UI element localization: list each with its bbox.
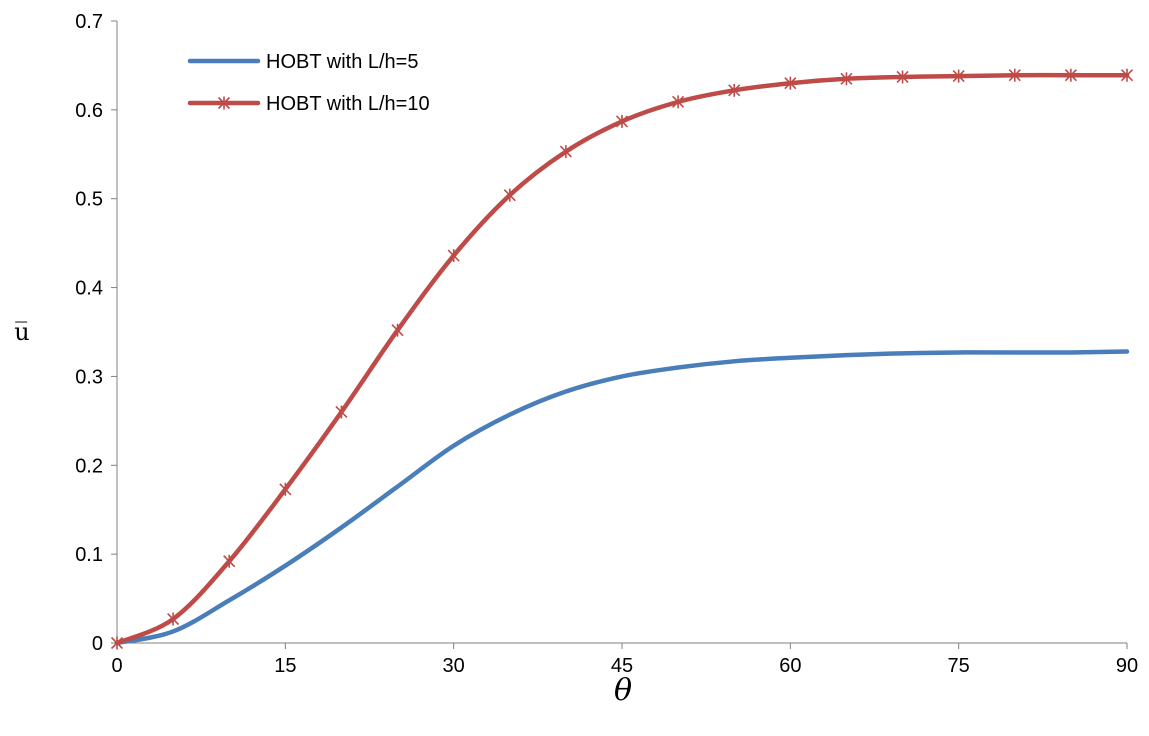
- legend: HOBT with L/h=5 HOBT with L/h=10: [187, 51, 430, 115]
- series-2-point: [896, 70, 909, 84]
- series-2-point: [391, 323, 404, 337]
- series-2-point: [447, 249, 460, 263]
- series-2-point: [335, 405, 348, 419]
- y-tick-label: 0.2: [75, 455, 103, 477]
- x-tick-label: 75: [948, 655, 970, 677]
- x-tick-label: 30: [443, 655, 465, 677]
- legend-label: HOBT with L/h=5: [266, 51, 418, 73]
- series-2-point: [672, 95, 685, 109]
- series-2-point: [559, 145, 572, 159]
- x-axis-title: θ: [614, 673, 632, 708]
- series-2-point: [167, 612, 180, 626]
- y-axis-ticks: 0 0.1 0.2 0.3 0.4 0.5 0.6 0.7: [75, 11, 117, 655]
- legend-item-1: HOBT with L/h=5: [187, 51, 418, 73]
- x-tick-label: 90: [1116, 655, 1138, 677]
- series-2-point: [223, 554, 236, 568]
- legend-marker: [217, 96, 231, 110]
- series-2-point: [1120, 68, 1134, 82]
- y-tick-label: 0.7: [75, 11, 103, 33]
- legend-item-2: HOBT with L/h=10: [187, 93, 430, 115]
- series-2-point: [615, 114, 629, 128]
- x-tick-label: 60: [779, 655, 801, 677]
- series-2-point: [279, 482, 292, 496]
- series-2-point: [784, 76, 797, 90]
- y-tick-label: 0.1: [75, 544, 103, 566]
- series-2-point: [1064, 68, 1077, 82]
- x-tick-label: 0: [111, 655, 122, 677]
- series-1-line: [114, 349, 1130, 646]
- series-layer: [110, 68, 1134, 650]
- series-2-point: [840, 72, 853, 86]
- y-tick-label: 0.5: [75, 189, 103, 211]
- y-tick-label: 0.6: [75, 100, 103, 122]
- y-tick-label: 0.3: [75, 366, 103, 388]
- x-axis-ticks: 0 15 30 45 60 75 90: [111, 643, 1138, 677]
- y-axis-title: u̅: [14, 318, 29, 346]
- series-1: [114, 349, 1130, 646]
- series-2-point: [503, 188, 516, 202]
- y-tick-label: 0.4: [75, 278, 103, 300]
- series-2-point: [1008, 68, 1021, 82]
- x-tick-label: 15: [274, 655, 296, 677]
- series-2-point: [728, 83, 741, 97]
- series-2: [110, 68, 1134, 650]
- legend-label: HOBT with L/h=10: [266, 93, 430, 115]
- series-2-line: [114, 72, 1130, 646]
- x-tick-label: 45: [611, 655, 633, 677]
- series-2-point: [952, 69, 965, 83]
- y-tick-label: 0: [92, 633, 103, 655]
- series-2-point: [110, 636, 124, 650]
